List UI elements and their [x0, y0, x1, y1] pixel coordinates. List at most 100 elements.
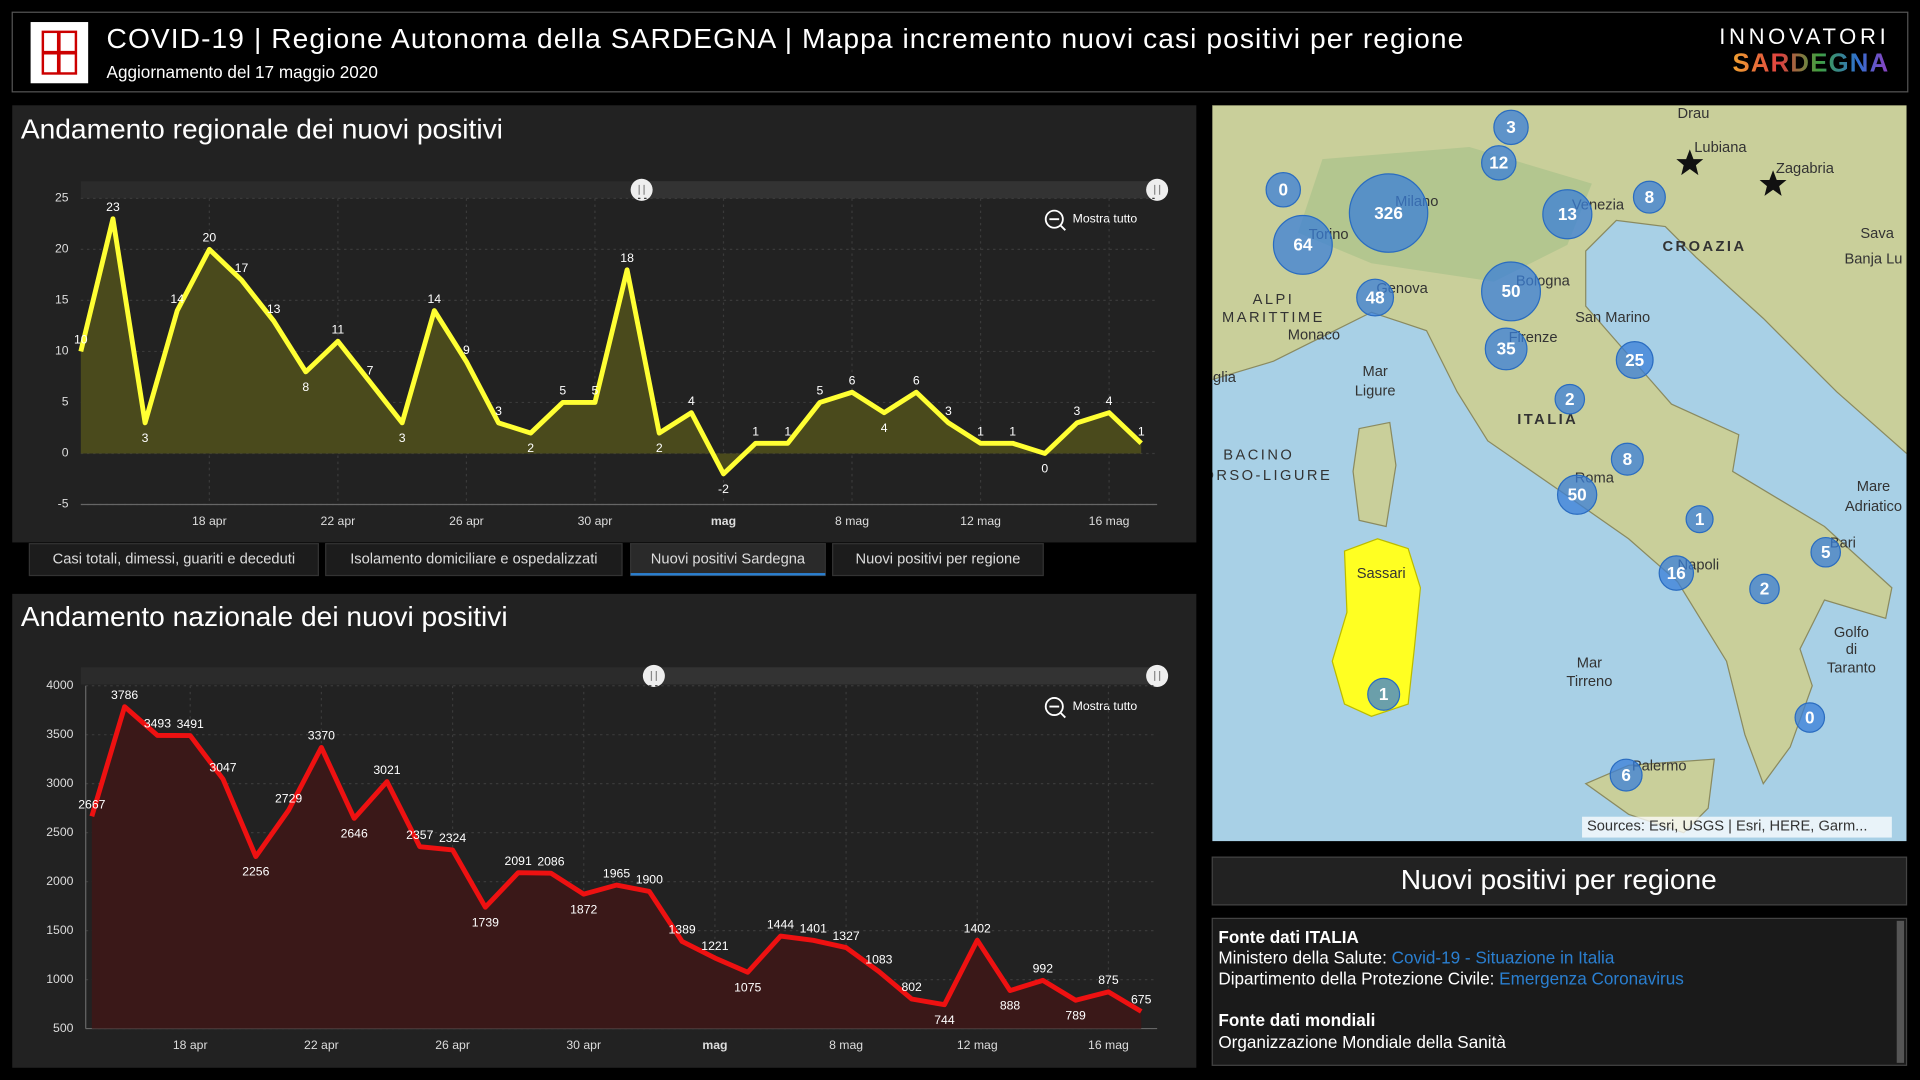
slider-handle[interactable] [630, 178, 653, 201]
map-marker[interactable] [1749, 573, 1780, 605]
map-marker[interactable] [1556, 474, 1598, 515]
zoom-label[interactable]: Mostra tutto [1073, 699, 1138, 713]
value-label: 6 [849, 373, 856, 387]
panel-title: Nuovi positivi per regione [1401, 864, 1717, 895]
map-marker-label: 0 [1278, 180, 1288, 200]
y-tick-label: 5 [62, 395, 69, 409]
value-label: 14 [427, 292, 441, 306]
value-label: 1389 [669, 923, 696, 937]
tab[interactable] [630, 543, 826, 577]
tab-label[interactable]: Casi totali, dimessi, guariti e deceduti [53, 551, 295, 567]
slider-range[interactable] [653, 667, 1158, 685]
y-tick-label: 25 [55, 191, 69, 205]
map-marker[interactable] [1632, 180, 1666, 214]
map-label: ALPI [1253, 292, 1295, 308]
map-marker-label: 1 [1379, 684, 1389, 704]
map-label: Mar [1362, 364, 1387, 380]
map-marker[interactable] [1484, 327, 1528, 371]
y-tick-label: 10 [55, 344, 69, 358]
value-label: 2 [527, 441, 534, 455]
header [11, 11, 1909, 93]
tab-label[interactable]: Nuovi positivi per regione [855, 551, 1020, 567]
map-marker[interactable] [1810, 536, 1842, 568]
map-marker[interactable] [1658, 555, 1695, 591]
value-label: 789 [1065, 1008, 1086, 1022]
zoom-icon[interactable] [1044, 209, 1064, 229]
map-marker[interactable] [1481, 261, 1542, 322]
y-tick-label: -5 [58, 497, 69, 511]
slider-handle[interactable] [1146, 178, 1169, 201]
tab-label[interactable]: Nuovi positivi Sardegna [651, 551, 806, 567]
info-scrollbar[interactable] [1896, 920, 1905, 1063]
value-label: 1444 [767, 917, 794, 931]
tab[interactable] [325, 543, 623, 577]
map-marker[interactable] [1356, 278, 1395, 317]
panel-title-box [1211, 856, 1908, 906]
chart-title: Andamento nazionale dei nuovi positivi [21, 601, 508, 632]
map-marker[interactable] [1493, 109, 1529, 146]
tab-underline [630, 573, 826, 576]
map-label: Drau [1678, 106, 1710, 122]
map-marker[interactable] [1265, 172, 1302, 208]
map-marker-label: 8 [1645, 187, 1655, 207]
zoom-icon-minus [1049, 218, 1066, 231]
zoom-label[interactable]: Mostra tutto [1073, 211, 1138, 225]
value-label: 17 [235, 261, 249, 275]
x-tick-label: 16 mag [1089, 514, 1130, 528]
value-label: 2256 [242, 865, 269, 879]
y-tick-label: 0 [62, 446, 69, 460]
value-label: 3 [495, 404, 502, 418]
value-label: 3 [1074, 404, 1081, 418]
value-label: 1083 [865, 953, 892, 967]
map-marker[interactable] [1367, 677, 1401, 711]
info-text: Ministero della Salute: Covid-19 - Situa… [1218, 948, 1614, 968]
x-tick-label: 26 apr [449, 514, 484, 528]
value-label: 1402 [964, 921, 991, 935]
value-label: 3370 [308, 729, 335, 743]
map-marker[interactable] [1615, 341, 1654, 379]
map-label: CROAZIA [1662, 239, 1746, 255]
info-link[interactable]: Covid-19 - Situazione in Italia [1392, 948, 1615, 968]
x-tick-label: 22 apr [304, 1038, 339, 1052]
map-label: MARITTIME [1222, 310, 1325, 326]
value-label: 0 [1041, 462, 1048, 476]
tab[interactable] [832, 543, 1044, 577]
value-label: 875 [1098, 973, 1119, 987]
y-tick-label: 500 [53, 1021, 74, 1035]
map-marker-label: 12 [1489, 153, 1508, 173]
slider-range[interactable] [641, 181, 1158, 199]
value-label: 3 [945, 404, 952, 418]
map-label: Zagabria [1776, 161, 1835, 177]
tab[interactable] [28, 543, 319, 577]
map-label: di [1846, 642, 1857, 658]
map-marker[interactable] [1610, 442, 1644, 476]
map-marker[interactable] [1554, 383, 1586, 415]
map[interactable]: LubianaZagabriaCROAZIAMilanoTorinoVenezi… [1202, 105, 1920, 842]
map-marker[interactable] [1685, 505, 1714, 534]
map-marker-label: 25 [1625, 350, 1645, 370]
slider-handle[interactable] [642, 664, 665, 687]
map-marker-label: 5 [1821, 542, 1831, 562]
map-marker[interactable] [1272, 214, 1333, 275]
line [89, 704, 1143, 1014]
map-marker[interactable] [1348, 173, 1429, 253]
map-marker[interactable] [1542, 189, 1593, 240]
value-label: -2 [718, 482, 729, 496]
map-marker[interactable] [1609, 758, 1643, 792]
map-marker[interactable] [1481, 145, 1517, 181]
value-label: 1401 [800, 922, 827, 936]
value-label: 2357 [406, 828, 433, 842]
map-marker[interactable] [1794, 702, 1826, 733]
info-link[interactable]: Emergenza Coronavirus [1499, 968, 1684, 988]
value-label: 1 [784, 424, 791, 438]
map-label: Lubiana [1694, 140, 1747, 156]
value-label: 20 [203, 231, 217, 245]
tab-label[interactable]: Isolamento domiciliare e ospedalizzati [350, 551, 597, 567]
info-heading: Fonte dati ITALIA [1218, 927, 1358, 947]
handle-grip [650, 671, 657, 681]
x-tick-label: 30 apr [578, 514, 613, 528]
value-label: 3 [399, 431, 406, 445]
slider-handle[interactable] [1146, 664, 1169, 687]
zoom-icon[interactable] [1044, 697, 1064, 717]
info-heading: Fonte dati mondiali [1218, 1010, 1375, 1030]
